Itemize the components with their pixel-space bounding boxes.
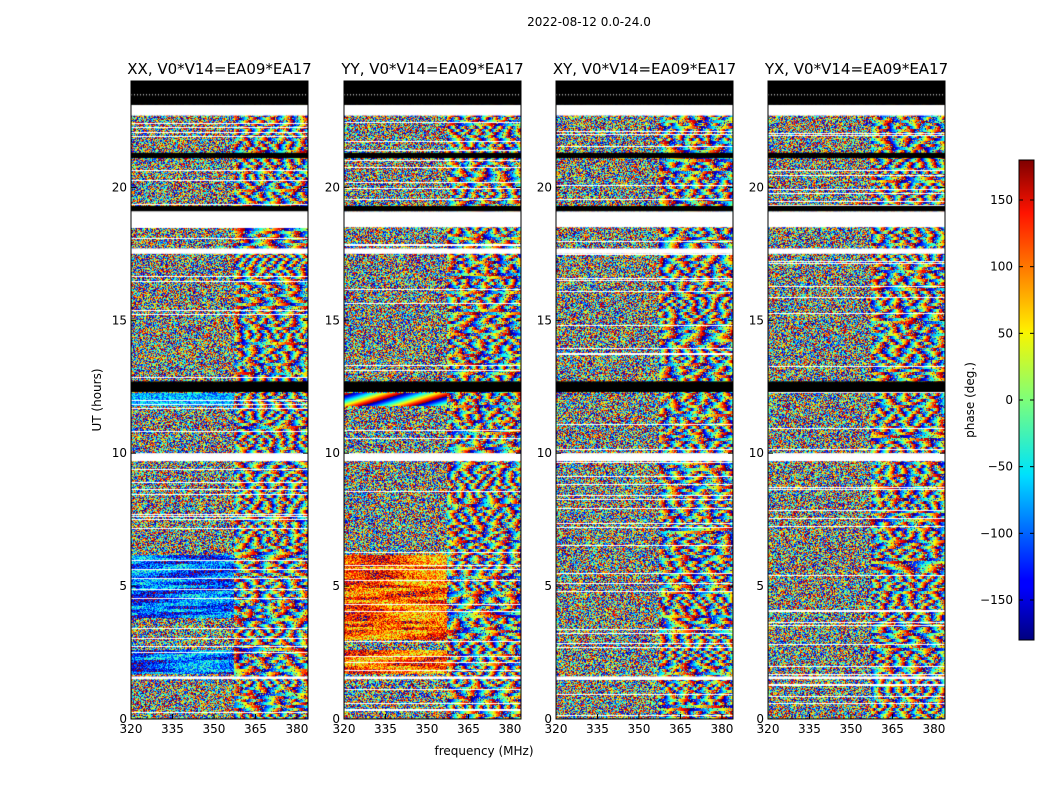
phase-heatmap (344, 81, 521, 719)
x-tick-label: 365 (881, 722, 904, 736)
y-tick-label: 0 (544, 712, 552, 726)
panel-title: YY, V0*V14=EA09*EA17 (340, 60, 523, 78)
panel-title: YX, V0*V14=EA09*EA17 (764, 60, 948, 78)
y-tick-label: 10 (537, 446, 552, 460)
x-tick-label: 350 (203, 722, 226, 736)
y-tick-label: 15 (325, 313, 340, 327)
y-tick-label: 20 (537, 180, 552, 194)
panel-title: XY, V0*V14=EA09*EA17 (553, 60, 736, 78)
panels: XX, V0*V14=EA09*EA17 320 335 350 365 380 0 5 10 1… (112, 60, 948, 736)
figure-title: 2022-08-12 0.0-24.0 (527, 15, 651, 29)
y-tick-label: 20 (112, 180, 127, 194)
panel-frame (767, 80, 946, 720)
panel-3: XY, V0*V14=EA09*EA17 320 335 350 365 380 0 5 10 1… (537, 60, 736, 736)
panel-title: XX, V0*V14=EA09*EA17 (127, 60, 311, 78)
y-tick-label: 5 (756, 579, 764, 593)
colorbar-tick-label: 0 (1005, 393, 1013, 407)
panel-frame (555, 80, 734, 720)
x-tick-label: 320 (545, 722, 568, 736)
x-tick-label: 350 (840, 722, 863, 736)
phase-heatmap (131, 81, 308, 719)
panel-1: XX, V0*V14=EA09*EA17 320 335 350 365 380 0 5 10 1… (112, 60, 312, 736)
x-tick-label: 320 (757, 722, 780, 736)
y-tick-label: 10 (112, 446, 127, 460)
y-tick-label: 15 (112, 313, 127, 327)
colorbar-ticks: −150 −100 −50 0 50 100 150 (980, 193, 1034, 607)
x-tick-label: 380 (498, 722, 521, 736)
y-tick-label: 0 (119, 712, 127, 726)
colorbar-tick-label: −50 (988, 460, 1013, 474)
colorbar-tick-label: 100 (990, 260, 1013, 274)
colorbar-tick-label: −100 (980, 526, 1013, 540)
colorbar-label: phase (deg.) (963, 362, 977, 438)
phase-heatmap (768, 81, 945, 719)
y-tick-label: 15 (749, 313, 764, 327)
panel-4: YX, V0*V14=EA09*EA17 320 335 350 365 380 0 5 10 1… (749, 60, 948, 736)
x-axis-label: frequency (MHz) (434, 744, 533, 758)
x-tick-label: 365 (457, 722, 480, 736)
x-tick-label: 380 (922, 722, 945, 736)
panel-2: YY, V0*V14=EA09*EA17 320 335 350 365 380 0 5 10 1… (325, 60, 524, 736)
x-tick-label: 335 (798, 722, 821, 736)
x-tick-label: 365 (669, 722, 692, 736)
y-tick-label: 20 (325, 180, 340, 194)
x-tick-label: 335 (586, 722, 609, 736)
y-tick-label: 0 (332, 712, 340, 726)
y-axis-label: UT (hours) (90, 368, 104, 431)
y-tick-label: 10 (325, 446, 340, 460)
colorbar-tick-label: 50 (998, 326, 1013, 340)
colorbar-tick-label: 150 (990, 193, 1013, 207)
x-tick-label: 335 (374, 722, 397, 736)
x-tick-label: 365 (244, 722, 267, 736)
colorbar: −150 −100 −50 0 50 100 150 phase (deg.) (963, 159, 1035, 641)
y-tick-label: 5 (332, 579, 340, 593)
colorbar-tick-label: −150 (980, 593, 1013, 607)
panel-frame (343, 80, 522, 720)
x-tick-label: 320 (333, 722, 356, 736)
y-tick-label: 5 (544, 579, 552, 593)
y-tick-label: 10 (749, 446, 764, 460)
y-tick-label: 0 (756, 712, 764, 726)
x-tick-label: 380 (285, 722, 308, 736)
y-tick-label: 20 (749, 180, 764, 194)
x-tick-label: 335 (161, 722, 184, 736)
x-tick-label: 350 (416, 722, 439, 736)
x-tick-label: 350 (628, 722, 651, 736)
x-tick-label: 380 (710, 722, 733, 736)
y-tick-label: 5 (119, 579, 127, 593)
y-tick-label: 15 (537, 313, 552, 327)
panel-frame (130, 80, 309, 720)
phase-heatmap (556, 81, 733, 719)
x-tick-label: 320 (120, 722, 143, 736)
